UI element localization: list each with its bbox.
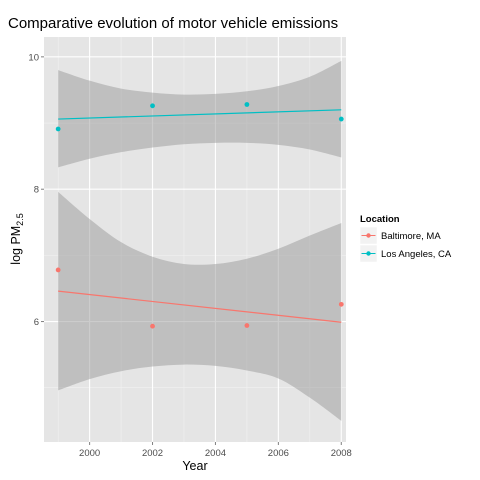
fit-line xyxy=(58,109,342,120)
data-point xyxy=(150,323,155,329)
y-axis-ticks: 6 8 10 xyxy=(28,52,44,328)
x-tick-label: 2000 xyxy=(79,448,100,459)
data-point xyxy=(55,126,61,132)
legend-key-point xyxy=(366,233,371,238)
y-tick-label: 6 xyxy=(34,317,39,328)
y-axis-title-subscript: 2.5 xyxy=(15,213,25,226)
data-point xyxy=(338,116,344,122)
fit-lines xyxy=(58,109,342,323)
data-point xyxy=(244,102,250,107)
legend-label: Los Angeles, CA xyxy=(381,249,452,260)
data-point xyxy=(150,103,155,109)
data-point xyxy=(55,267,61,273)
data-points xyxy=(55,102,344,329)
legend-key-point xyxy=(366,251,371,256)
fit-line xyxy=(58,290,342,323)
x-tick-label: 2002 xyxy=(142,448,163,459)
x-axis-ticks: 2000 2002 2004 2006 2008 xyxy=(79,442,352,459)
x-tick-label: 2004 xyxy=(205,448,226,459)
data-point xyxy=(244,323,250,328)
y-tick-label: 10 xyxy=(28,52,39,63)
y-axis-title-main: log PM xyxy=(9,226,23,265)
legend-label: Baltimore, MA xyxy=(381,231,441,242)
legend-title: Location xyxy=(360,214,400,225)
x-axis-title: Year xyxy=(182,459,207,473)
x-tick-label: 2008 xyxy=(331,448,352,459)
data-point xyxy=(338,301,344,307)
chart-title: Comparative evolution of motor vehicle e… xyxy=(8,15,338,32)
legend: Location Baltimore, MA Los Angeles, CA xyxy=(359,214,452,263)
x-tick-label: 2006 xyxy=(268,448,289,459)
y-axis-title: log PM2.5 xyxy=(9,213,25,264)
y-tick-label: 8 xyxy=(34,185,39,196)
